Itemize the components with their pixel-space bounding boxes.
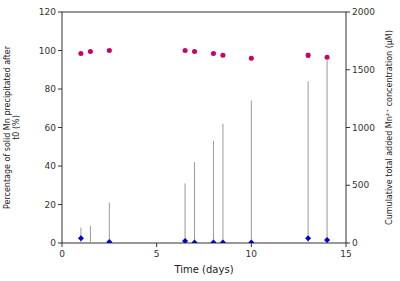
x-tick-label: 15 [340,249,351,259]
y-tick [58,243,62,244]
y2-tick-label: 500 [352,180,369,190]
series-1 [78,235,330,243]
y2-tick-label: 1000 [352,123,375,133]
y-tick-label: 60 [45,123,57,133]
diamond-point [210,239,216,243]
diamond-point [305,235,311,241]
circle-point [88,49,93,54]
stem [109,203,110,243]
x-tick [346,243,347,247]
diamond-point [106,239,112,243]
stem [251,101,252,243]
circle-point [192,49,197,54]
y-tick-label: 40 [45,161,57,171]
stem [137,242,138,243]
circle-point [107,48,112,53]
circle-point [220,53,225,58]
x-tick [251,243,252,247]
y2-axis-label: Cumulative total added Mn²⁺ concentratio… [385,30,394,225]
circle-point [78,51,83,56]
y-tick-label: 0 [50,238,56,248]
series-2 [78,48,329,61]
circle-point [306,53,311,58]
y2-tick-label: 1500 [352,65,375,75]
axes: 0510150204060801001200500100015002000 [39,7,375,259]
diamond-point [182,238,188,243]
y2-tick-label: 2000 [352,7,375,17]
stem [222,124,223,243]
chart: 0510150204060801001200500100015002000Tim… [0,0,400,281]
diamond-point [78,235,84,241]
series-0 [81,60,327,243]
y-tick [58,204,62,205]
y-tick-label: 100 [39,46,56,56]
diamond-point [248,239,254,243]
stem [213,141,214,243]
y-tick-label: 80 [45,84,57,94]
y-tick [58,166,62,167]
y2-tick [346,185,350,186]
y2-tick [346,69,350,70]
circle-point [325,55,330,60]
y2-tick [346,12,350,13]
stem [90,226,91,243]
x-axis-label: Time (days) [173,264,233,275]
stem [327,60,328,243]
stem [194,162,195,243]
y-tick-label: 20 [45,200,57,210]
x-tick-label: 0 [59,249,65,259]
y2-tick [346,243,350,244]
x-tick-label: 10 [246,249,258,259]
y-axis-label-line: t0 (%) [12,115,21,140]
y-tick [58,127,62,128]
x-tick [62,243,63,247]
stem [308,81,309,243]
diamond-point [220,239,226,243]
y-axis-label: Percentage of solid Mn precipitated afte… [3,45,21,209]
y2-tick [346,127,350,128]
circle-point [183,48,188,53]
circle-point [249,56,254,61]
diamond-point [192,239,198,243]
plot-frame [62,12,346,243]
stem [185,183,186,243]
marks [78,48,330,243]
x-tick-label: 5 [154,249,160,259]
y-tick-label: 120 [39,7,56,17]
y2-tick-label: 0 [352,238,358,248]
y-tick [58,12,62,13]
diamond-point [324,237,330,243]
y-tick [58,89,62,90]
y-tick [58,50,62,51]
x-tick [156,243,157,247]
y-axis-label-line: Percentage of solid Mn precipitated afte… [3,45,12,209]
circle-point [211,51,216,56]
error-bar [306,53,310,57]
